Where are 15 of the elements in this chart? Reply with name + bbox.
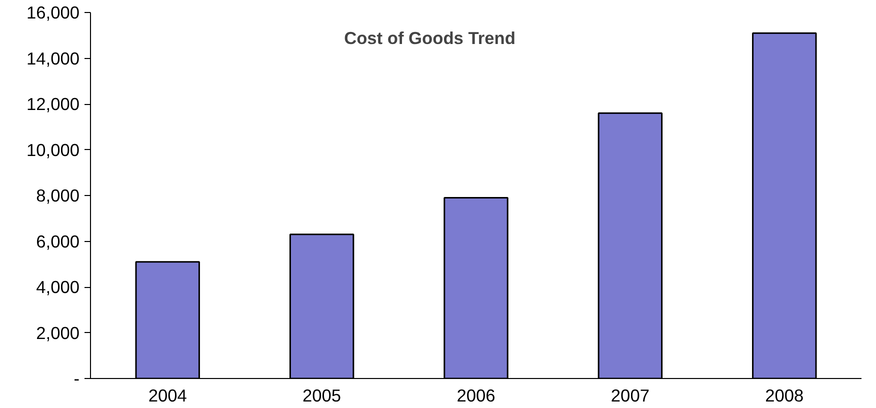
x-tick-label: 2007 [610, 386, 650, 406]
x-tick-label: 2004 [148, 386, 188, 406]
x-tick-label: 2006 [456, 386, 496, 406]
text: Cost of Goods Trend [344, 28, 516, 48]
y-tick-label: 2,000 [36, 322, 80, 343]
x-tick-label: 2005 [302, 386, 342, 406]
y-tick-label: 12,000 [26, 94, 80, 114]
y-tick-label: 10,000 [26, 140, 80, 160]
y-tick-label: 8,000 [36, 186, 80, 206]
x-tick-label: 2008 [765, 386, 804, 406]
y-tick-label: - [74, 368, 80, 388]
y-tick-label: 4,000 [36, 277, 80, 297]
y-tick-label: 16,000 [26, 2, 80, 22]
y-tick-label: 14,000 [26, 48, 80, 68]
y-tick-label: 6,000 [36, 231, 80, 252]
